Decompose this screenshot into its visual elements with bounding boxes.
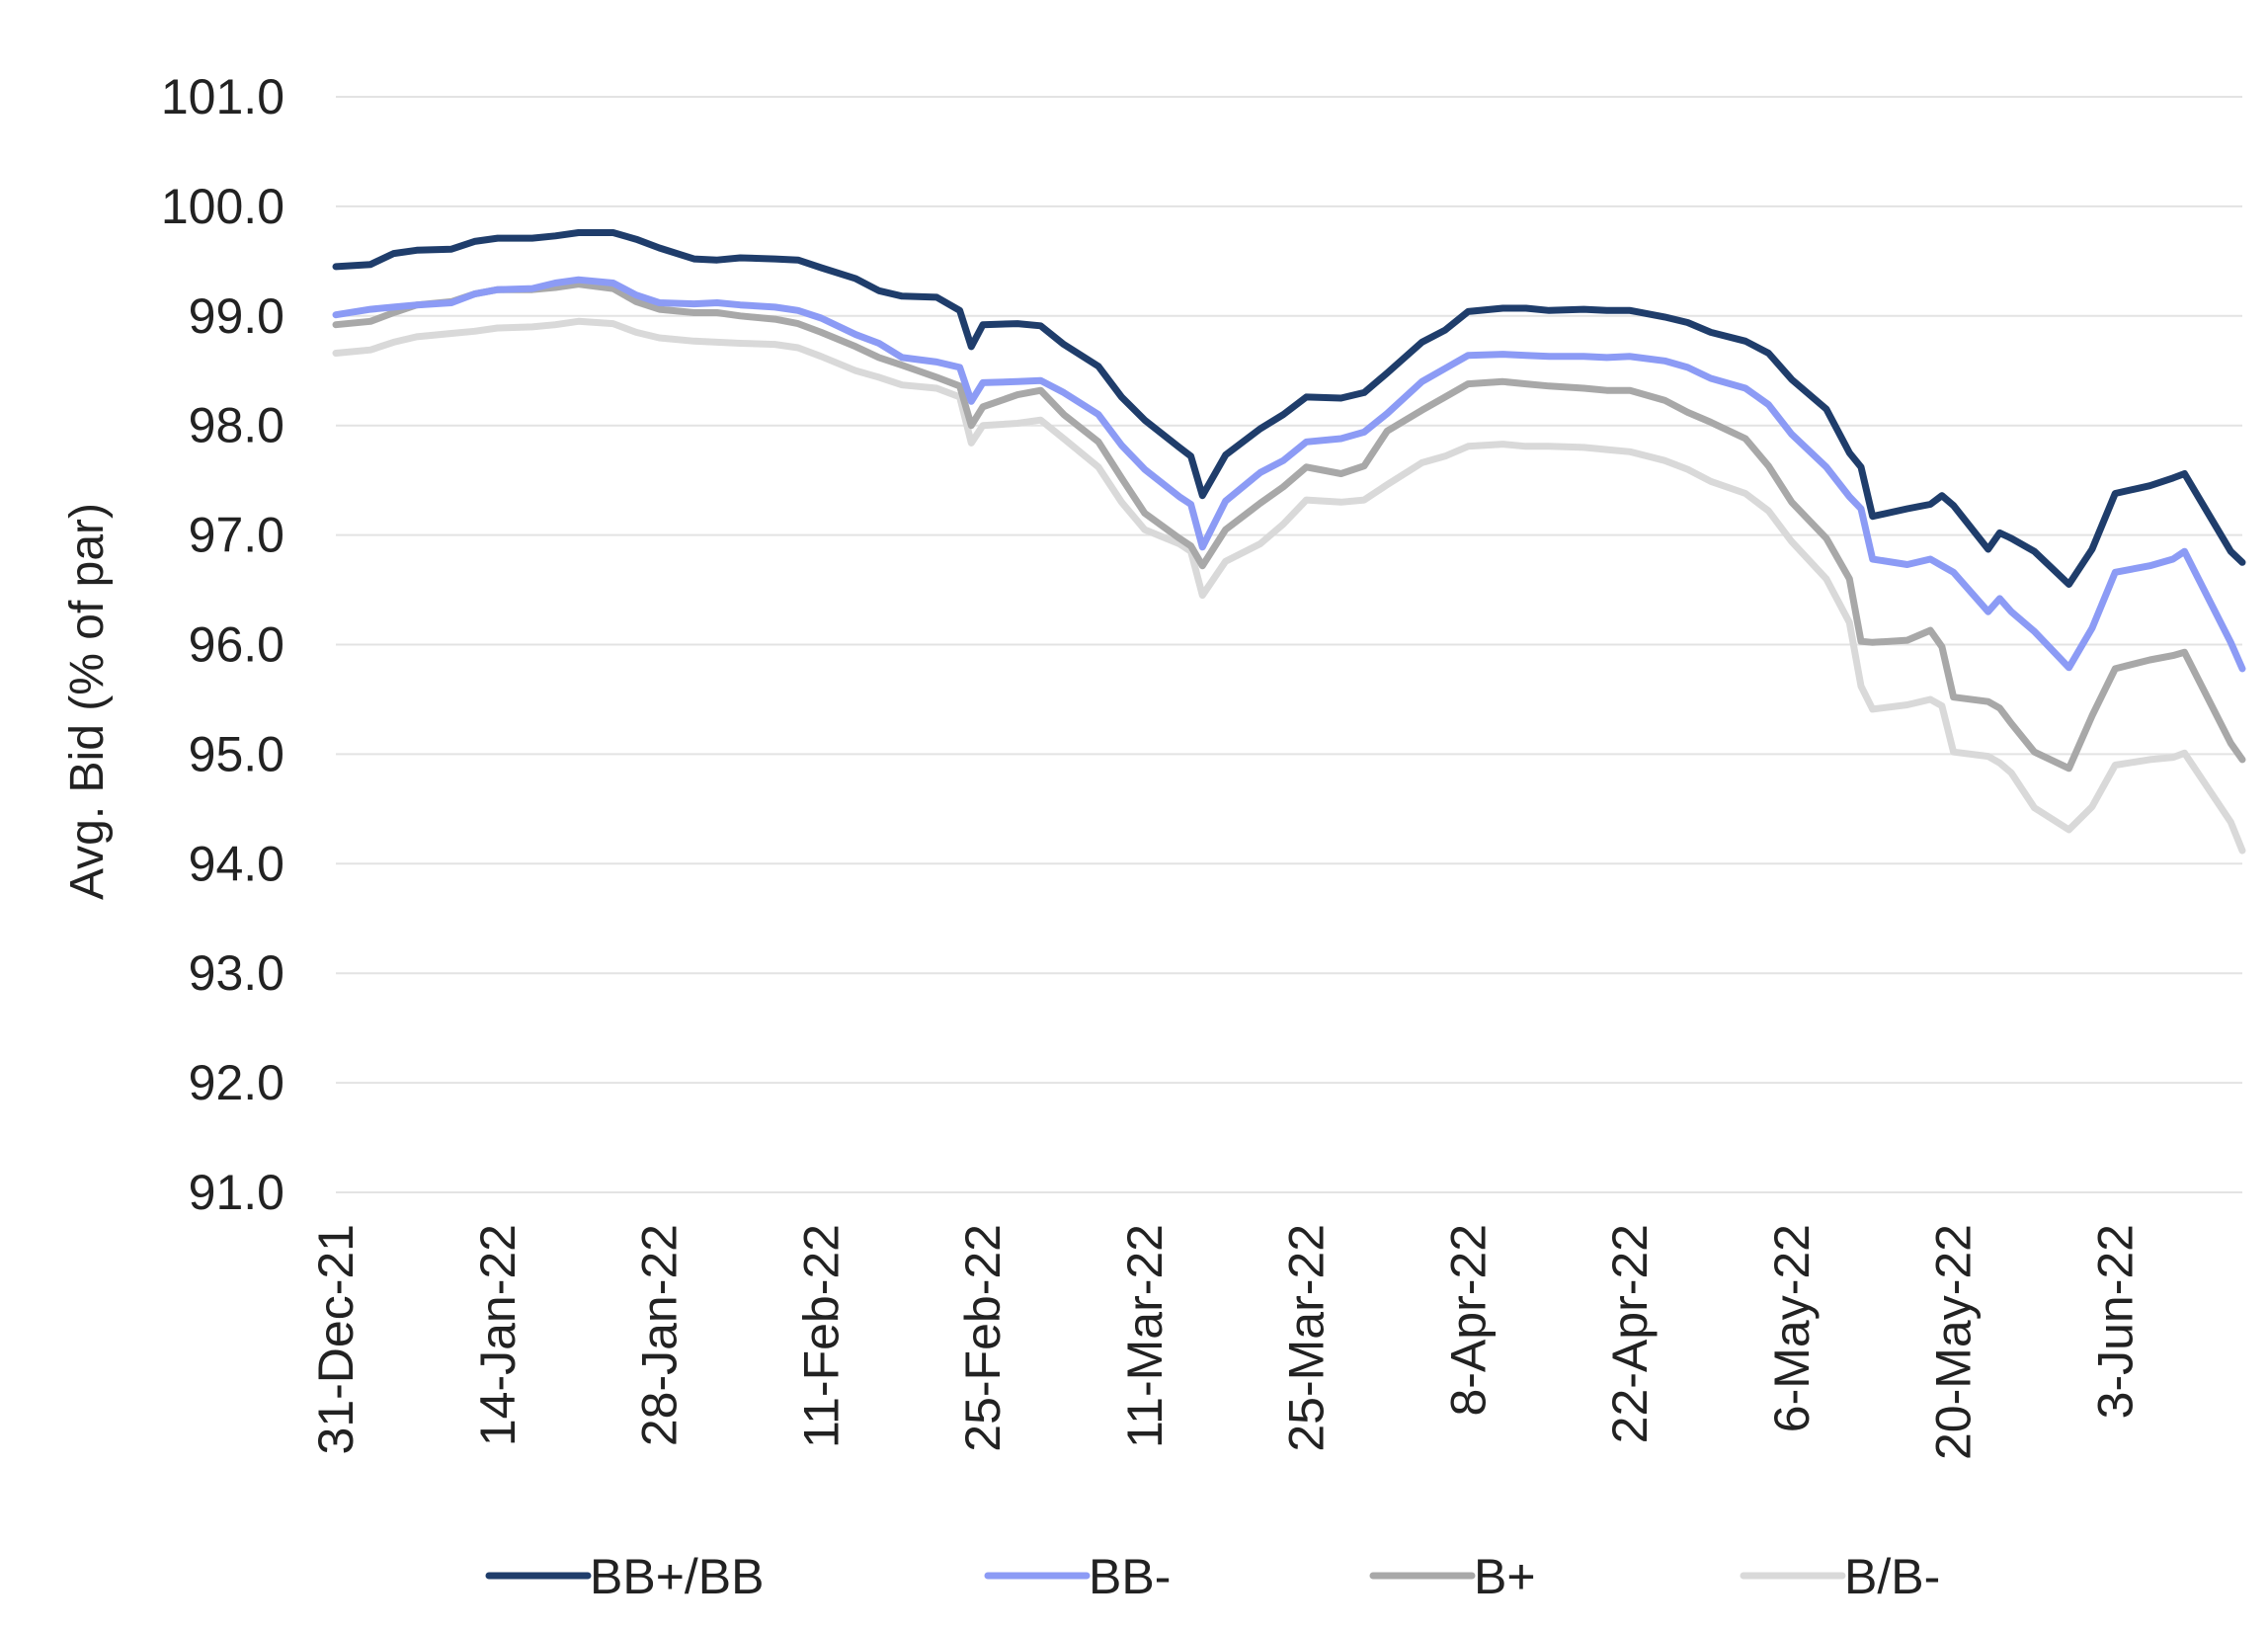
x-tick-label: 6-May-22 bbox=[1764, 1224, 1820, 1432]
legend-label: B+ bbox=[1474, 1549, 1536, 1604]
x-tick-label: 11-Feb-22 bbox=[793, 1224, 849, 1448]
gridlines bbox=[336, 96, 2242, 1193]
y-tick-label: 99.0 bbox=[189, 288, 284, 344]
x-tick-label: 3-Jun-22 bbox=[2087, 1224, 2143, 1419]
y-tick-label: 96.0 bbox=[189, 617, 284, 673]
y-tick-label: 100.0 bbox=[161, 179, 284, 234]
series-line-bb-bb bbox=[332, 229, 2246, 588]
y-tick-label: 101.0 bbox=[161, 69, 284, 124]
x-tick-label: 8-Apr-22 bbox=[1440, 1224, 1496, 1417]
y-tick-label: 97.0 bbox=[189, 508, 284, 563]
series-line-b bbox=[332, 281, 2246, 773]
y-axis-title: Avg. Bid (% of par) bbox=[61, 503, 114, 900]
legend-label: B/B- bbox=[1844, 1549, 1940, 1604]
y-axis-tick-labels: 101.0 100.0 99.0 98.0 97.0 96.0 95.0 94.0 93.0 92… bbox=[161, 69, 284, 1220]
y-tick-label: 91.0 bbox=[189, 1165, 284, 1220]
x-tick-label: 25-Feb-22 bbox=[955, 1224, 1011, 1452]
x-tick-label: 11-Mar-22 bbox=[1117, 1224, 1173, 1448]
y-tick-label: 98.0 bbox=[189, 398, 284, 453]
y-tick-label: 92.0 bbox=[189, 1055, 284, 1110]
x-axis-tick-labels: 31-Dec-21 14-Jan-22 28-Jan-22 11-Feb-22 25-F… bbox=[308, 1224, 2143, 1460]
x-tick-label: 31-Dec-21 bbox=[308, 1224, 364, 1454]
y-tick-label: 95.0 bbox=[189, 726, 284, 781]
x-tick-label: 14-Jan-22 bbox=[470, 1224, 526, 1446]
legend-label: BB+/BB bbox=[590, 1549, 765, 1604]
x-tick-label: 22-Apr-22 bbox=[1602, 1224, 1658, 1443]
x-tick-label: 28-Jan-22 bbox=[632, 1224, 688, 1446]
series-line-bb bbox=[332, 276, 2246, 673]
x-tick-label: 20-May-22 bbox=[1926, 1224, 1982, 1460]
y-tick-label: 94.0 bbox=[189, 836, 284, 891]
legend-label: BB- bbox=[1089, 1549, 1171, 1604]
legend: BB+/BB BB- B+ B/B- bbox=[485, 1549, 1940, 1604]
series-line-b-b bbox=[332, 317, 2246, 855]
x-tick-label: 25-Mar-22 bbox=[1279, 1224, 1335, 1452]
series-lines bbox=[332, 229, 2246, 855]
y-tick-label: 93.0 bbox=[189, 945, 284, 1001]
